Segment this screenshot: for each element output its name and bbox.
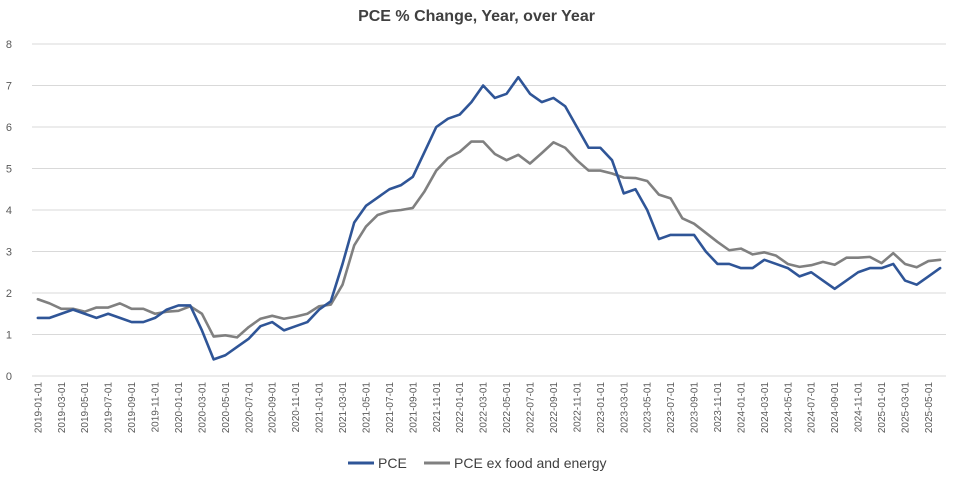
x-tick-label: 2024-01-01 — [736, 382, 747, 434]
x-tick-label: 2024-07-01 — [807, 382, 818, 434]
x-tick-label: 2024-09-01 — [830, 382, 841, 434]
gridlines — [32, 43, 946, 377]
x-tick-label: 2022-11-01 — [572, 382, 583, 433]
x-tick-label: 2023-01-01 — [596, 382, 607, 434]
x-tick-label: 2019-07-01 — [104, 382, 115, 434]
y-tick-label: 0 — [6, 371, 12, 383]
x-tick-label: 2020-01-01 — [174, 382, 185, 434]
x-tick-label: 2019-05-01 — [80, 382, 91, 434]
x-axis: 2019-01-01 2019-03-01 2019-05-01 2019-07-01… — [33, 382, 935, 434]
x-tick-label: 2023-07-01 — [666, 382, 677, 434]
x-tick-label: 2023-03-01 — [619, 382, 630, 434]
y-tick-label: 7 — [6, 81, 12, 93]
x-tick-label: 2022-01-01 — [455, 382, 466, 434]
y-tick-label: 5 — [6, 164, 12, 176]
x-tick-label: 2023-11-01 — [713, 382, 724, 433]
x-tick-label: 2020-11-01 — [291, 382, 302, 433]
x-tick-label: 2022-05-01 — [502, 382, 513, 434]
x-tick-label: 2023-09-01 — [690, 382, 701, 434]
x-tick-label: 2021-07-01 — [385, 382, 396, 434]
chart-title: PCE % Change, Year, over Year — [358, 8, 595, 25]
x-tick-label: 2020-07-01 — [244, 382, 255, 434]
x-tick-label: 2024-11-01 — [854, 382, 865, 433]
x-tick-label: 2021-05-01 — [361, 382, 372, 434]
x-tick-label: 2024-05-01 — [783, 382, 794, 434]
x-tick-label: 2021-03-01 — [338, 382, 349, 434]
y-tick-label: 4 — [6, 205, 12, 217]
x-tick-label: 2022-03-01 — [479, 382, 490, 434]
x-tick-label: 2021-09-01 — [408, 382, 419, 434]
x-tick-label: 2024-03-01 — [760, 382, 771, 434]
x-tick-label: 2025-03-01 — [900, 382, 911, 434]
y-tick-label: 1 — [6, 330, 12, 342]
x-tick-label: 2019-01-01 — [33, 382, 44, 434]
x-tick-label: 2020-03-01 — [197, 382, 208, 434]
x-tick-label: 2021-01-01 — [315, 382, 326, 434]
x-tick-label: 2022-09-01 — [549, 382, 560, 434]
y-tick-label: 8 — [6, 39, 12, 51]
x-tick-label: 2021-11-01 — [432, 382, 443, 433]
x-tick-label: 2020-09-01 — [268, 382, 279, 434]
x-tick-label: 2019-09-01 — [127, 382, 138, 434]
x-tick-label: 2025-05-01 — [924, 382, 935, 434]
series-lines — [36, 75, 942, 361]
x-tick-label: 2025-01-01 — [877, 382, 888, 434]
legend: PCE PCE ex food and energy — [348, 455, 607, 471]
x-tick-label: 2020-05-01 — [221, 382, 232, 434]
series-line-pce-ex-food-and-energy — [36, 140, 942, 339]
series-line-pce — [36, 75, 942, 361]
x-tick-label: 2022-07-01 — [526, 382, 537, 434]
x-tick-label: 2019-03-01 — [57, 382, 68, 434]
legend-label: PCE ex food and energy — [454, 455, 607, 471]
y-axis: 0 1 2 3 4 5 6 7 8 — [6, 39, 12, 383]
x-tick-label: 2023-05-01 — [643, 382, 654, 434]
legend-label: PCE — [378, 455, 407, 471]
y-tick-label: 2 — [6, 288, 12, 300]
x-tick-label: 2019-11-01 — [151, 382, 162, 433]
y-tick-label: 3 — [6, 247, 12, 259]
y-tick-label: 6 — [6, 122, 12, 134]
